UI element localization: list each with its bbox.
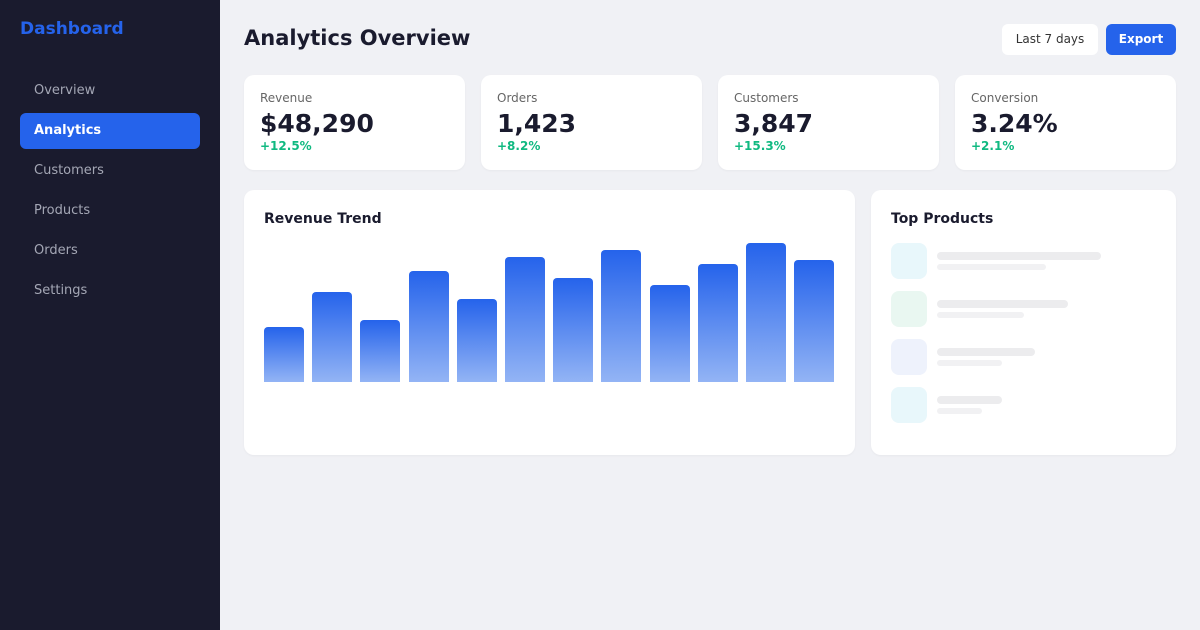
stat-label: Revenue [260,91,313,105]
stat-delta: +2.1% [971,139,1015,153]
bar [601,250,642,382]
bar [746,243,786,382]
bar [697,264,738,382]
products-title: Top Products [891,211,994,227]
stat-card: Conversion 3.24% +2.1% [955,75,1176,170]
stat-card: Revenue $48,290 +12.5% [244,75,465,170]
skeleton [891,387,927,423]
skeleton [937,300,1068,308]
bar [505,257,545,382]
skeleton [937,348,1035,356]
bar [312,292,353,382]
stat-card: Orders 1,423 +8.2% [481,75,702,170]
stat-card: Customers 3,847 +15.3% [718,75,939,170]
brand: Dashboard [20,19,124,39]
nav-item[interactable]: Analytics [20,113,200,149]
skeleton [937,252,1101,260]
stat-delta: +8.2% [497,139,541,153]
stat-delta: +12.5% [260,139,312,153]
stat-delta: +15.3% [734,139,786,153]
nav-item[interactable]: Overview [34,83,96,98]
chart-card: Revenue Trend [244,190,855,455]
nav-item[interactable]: Settings [34,283,88,298]
skeleton [937,312,1024,318]
stat-label: Orders [497,91,538,105]
date-range-button[interactable]: Last 7 days [1002,24,1098,55]
chart-title: Revenue Trend [264,211,382,227]
sidebar: Dashboard Overview Analytics Customers Prod… [0,0,220,630]
bar [649,285,690,382]
bar [408,271,449,382]
stat-value: $48,290 [260,109,374,138]
nav-item[interactable]: Products [34,203,91,218]
skeleton [891,291,927,327]
stat-label: Conversion [971,91,1039,105]
products-card: Top Products [871,190,1176,455]
page-title: Analytics Overview [244,26,471,50]
bar [794,260,835,382]
nav-item[interactable]: Customers [34,163,104,178]
bar [264,327,304,382]
stat-value: 3,847 [734,109,814,138]
skeleton [937,396,1002,404]
skeleton [937,264,1046,270]
bar [360,320,401,382]
skeleton [891,243,927,279]
stat-value: 1,423 [497,109,577,138]
skeleton [937,360,1002,366]
stat-value: 3.24% [971,109,1058,138]
stat-label: Customers [734,91,799,105]
nav-item[interactable]: Orders [34,243,78,258]
skeleton [937,408,982,414]
skeleton [891,339,927,375]
bar [456,299,497,382]
bar [553,278,594,382]
export-button[interactable]: Export [1106,24,1176,55]
